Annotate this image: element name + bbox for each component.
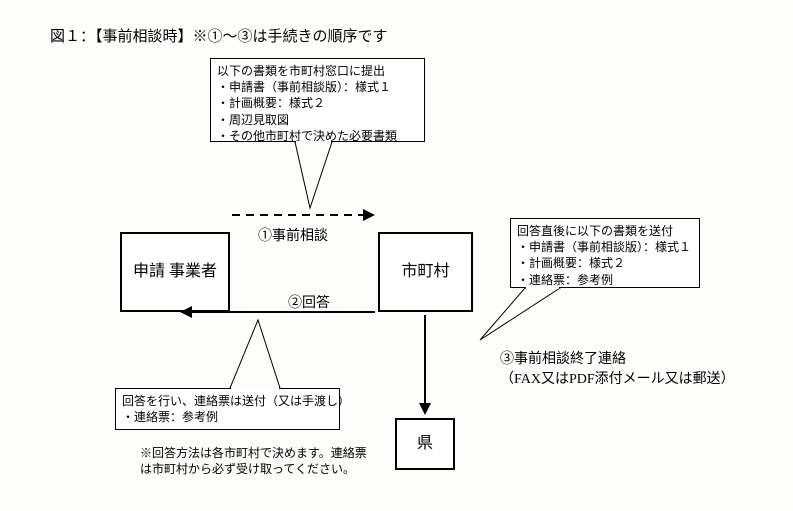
label-reply: ②回答 [288, 292, 330, 312]
node-prefecture: 県 [395, 418, 455, 470]
label-finish-line2: （FAX又はPDF添付メール又は郵送） [500, 368, 735, 388]
label-consult: ①事前相談 [258, 225, 328, 245]
node-municipality-label: 市町村 [401, 261, 449, 283]
label-finish-line1: ③事前相談終了連絡 [500, 348, 626, 368]
callout-submit-docs: 以下の書類を市町村窓口に提出 ・申請書（事前相談版）：様式１ ・計画概要：様式２… [210, 58, 425, 142]
note-reply-method: ※回答方法は各市町村で決めます。連絡票 は市町村から必ず受け取ってください。 [140, 445, 367, 477]
callout-send-after-reply: 回答直後に以下の書類を送付 ・申請書（事前相談版）：様式１ ・計画概要：様式２ … [510, 218, 700, 288]
node-applicant-label: 申請 事業者 [133, 261, 217, 283]
diagram-title: 図１：【事前相談時】※①～③は手続きの順序です [50, 25, 388, 46]
diagram-canvas: 図１：【事前相談時】※①～③は手続きの順序です 申請 事業者 市町村 県 以下の… [0, 0, 793, 511]
callout-reply-docs: 回答を行い、連絡票は送付（又は手渡し） ・連絡票：参考例 [115, 388, 340, 430]
node-prefecture-label: 県 [417, 433, 433, 455]
node-municipality: 市町村 [378, 232, 473, 312]
node-applicant: 申請 事業者 [120, 232, 230, 312]
